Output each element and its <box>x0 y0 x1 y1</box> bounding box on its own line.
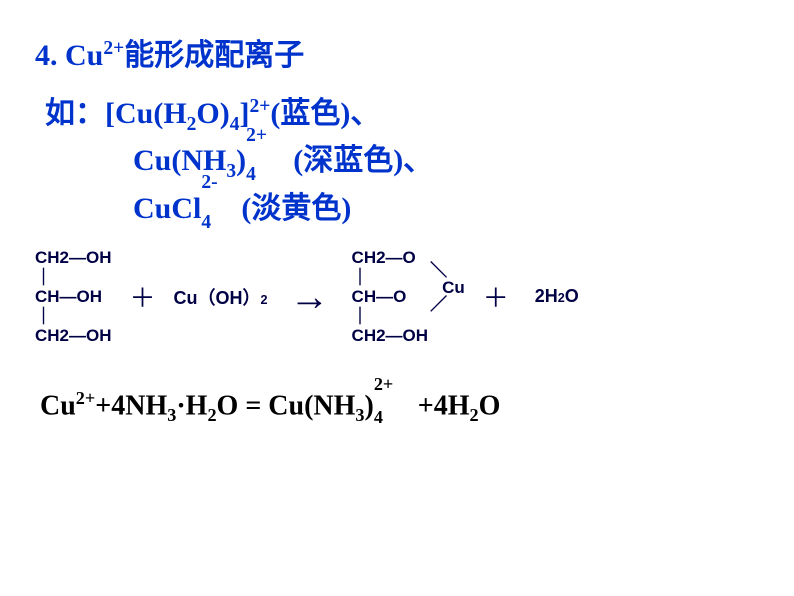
product-complex: CH2—O ｜ CH—O ｜ CH2—OH ＼ Cu ／ <box>352 248 465 346</box>
product-glycerol-part: CH2—O ｜ CH—O ｜ CH2—OH <box>352 248 429 346</box>
example-line-1: 如：[Cu(H2O)4]2+(蓝色)、 <box>45 92 764 139</box>
reaction-equation: CH2—OH ｜ CH—OH ｜ CH2—OH ＋ Cu（OH）2 → CH2—… <box>35 248 764 346</box>
reactant-cuoh2: Cu（OH）2 <box>174 284 268 310</box>
product-water: 2H2O <box>535 286 579 307</box>
heading-sup: 2+ <box>103 38 124 59</box>
example-line-3: CuCl42-42-(淡黄色) <box>133 187 764 231</box>
example-intro: 如： <box>45 97 105 130</box>
reaction-arrow: → <box>290 273 330 320</box>
product-cu-bond: ＼ Cu ／ <box>430 262 465 313</box>
heading-prefix: 4. Cu <box>35 39 103 72</box>
reactant-glycerol: CH2—OH ｜ CH—OH ｜ CH2—OH <box>35 248 112 346</box>
plus-2: ＋ <box>483 278 509 315</box>
section-heading: 4. Cu2+能形成配离子 <box>35 30 764 74</box>
example-line-2: Cu(NH3)42+42+(深蓝色)、 <box>133 139 764 186</box>
plus-1: ＋ <box>130 278 156 315</box>
final-equation: Cu2++4NH3·H2O = Cu(NH3)42+42++4H2O <box>40 388 764 426</box>
heading-suffix: 能形成配离子 <box>124 39 304 72</box>
